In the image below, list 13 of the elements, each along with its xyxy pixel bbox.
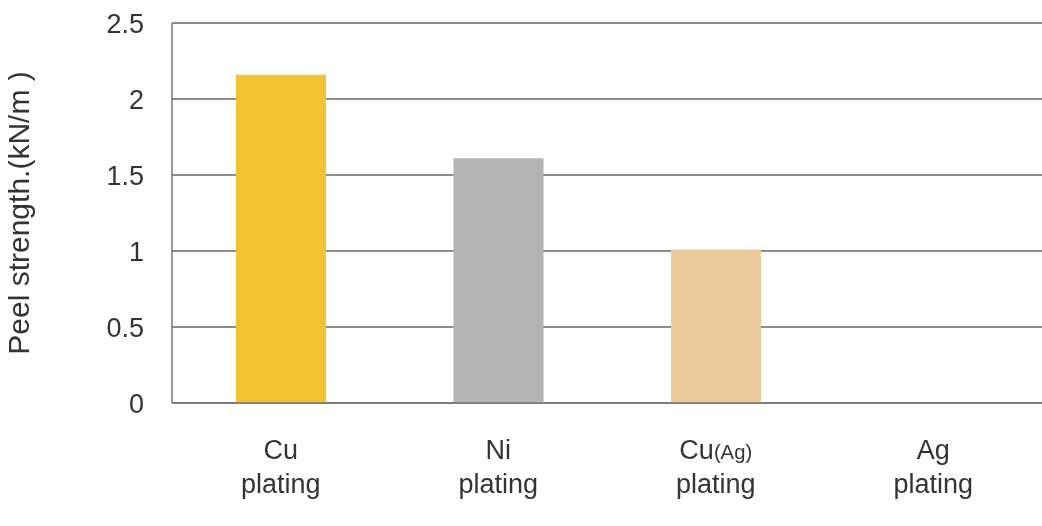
x-tick-label: Cu(Ag) plating xyxy=(675,435,756,499)
y-tick-label: 0.5 xyxy=(106,312,144,343)
x-tick-label: Cu plating xyxy=(240,435,321,499)
x-tick-label: Ag plating xyxy=(893,435,974,499)
bar xyxy=(453,158,544,403)
y-tick-label: 0 xyxy=(128,388,144,419)
bar xyxy=(671,249,761,403)
y-tick-label: 1 xyxy=(128,236,144,267)
y-tick-label: 1.5 xyxy=(106,160,144,191)
x-tick-label: Ni plating xyxy=(458,435,539,499)
y-tick-label: 2 xyxy=(128,84,144,115)
y-tick-label: 2.5 xyxy=(106,8,144,39)
bar xyxy=(236,74,326,403)
